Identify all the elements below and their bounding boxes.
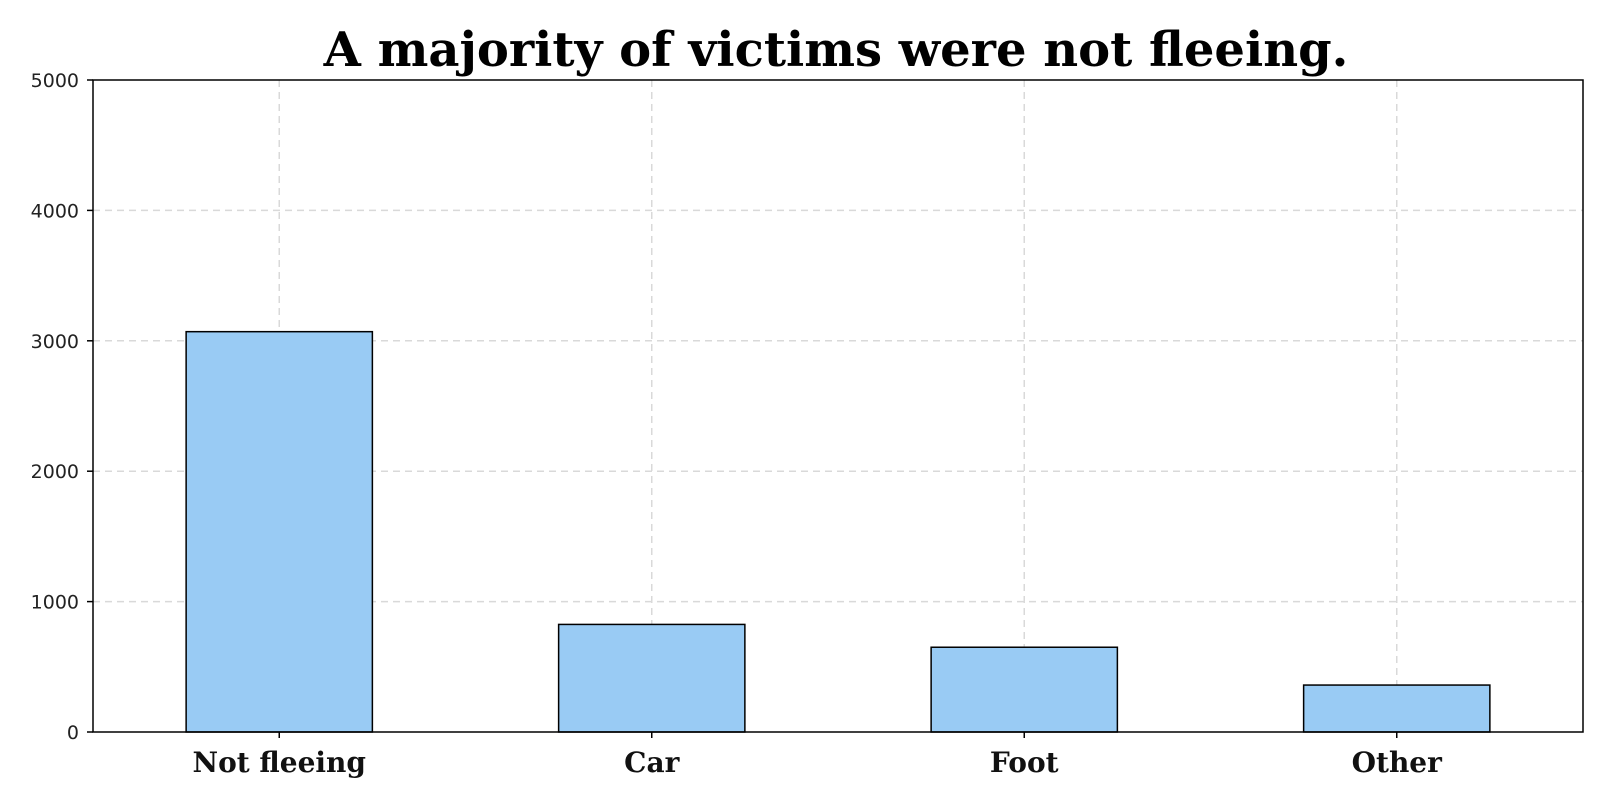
y-tick-label: 1000 <box>31 592 79 614</box>
y-tick-label: 4000 <box>31 200 79 222</box>
x-tick-label: Other <box>1352 746 1443 779</box>
x-axis: Not fleeing Car Foot Other <box>192 732 1443 779</box>
bars <box>185 330 1491 733</box>
y-tick-label: 2000 <box>31 461 79 483</box>
x-tick-label: Foot <box>990 746 1059 779</box>
plot-frame <box>92 79 1584 733</box>
y-tick-label: 0 <box>67 722 79 744</box>
x-tick-label: Car <box>624 746 680 779</box>
bar <box>930 646 1119 733</box>
x-tick-label: Not fleeing <box>192 746 366 779</box>
bar <box>1302 684 1491 733</box>
y-tick-label: 5000 <box>31 70 79 92</box>
chart-title: A majority of victims were not fleeing. <box>323 22 1349 78</box>
bar <box>557 623 746 733</box>
grid-lines <box>93 80 1583 732</box>
y-tick-label: 3000 <box>31 331 79 353</box>
bar <box>185 330 374 733</box>
y-axis: 0 1000 2000 3000 4000 5000 <box>31 70 93 744</box>
